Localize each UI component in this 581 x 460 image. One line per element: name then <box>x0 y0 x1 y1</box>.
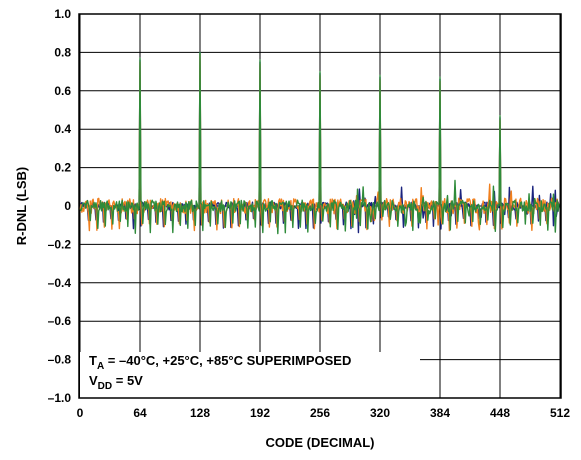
annotation-vdd: VDD = 5V <box>89 373 143 392</box>
y-tick-label: –1.0 <box>48 391 72 405</box>
x-tick-label: 192 <box>250 406 270 420</box>
x-axis-title: CODE (DECIMAL) <box>265 435 374 450</box>
y-tick-label: 1.0 <box>54 7 71 21</box>
x-tick-label: 512 <box>550 406 570 420</box>
y-tick-label: 0.6 <box>54 84 71 98</box>
series-line <box>79 51 560 235</box>
plot-frame <box>78 13 562 399</box>
x-tick-label: 384 <box>430 406 450 420</box>
y-tick-label: –0.8 <box>48 353 72 367</box>
x-tick-label: 256 <box>310 406 330 420</box>
y-tick-label: –0.2 <box>48 237 72 251</box>
x-tick-label: 0 <box>77 406 84 420</box>
annotation-background <box>80 352 420 402</box>
y-tick-labels: 1.0 0.8 0.6 0.4 0.2 0 –0.2 –0.4 –0.6 –0.8 –1.0 <box>48 7 72 405</box>
annotation-temperature: TA = –40°C, +25°C, +85°C SUPERIMPOSED <box>89 353 351 372</box>
x-tick-label: 320 <box>370 406 390 420</box>
x-tick-label: 128 <box>190 406 210 420</box>
y-tick-label: 0.2 <box>54 161 71 175</box>
y-tick-label: 0.8 <box>54 45 71 59</box>
x-tick-label: 64 <box>133 406 147 420</box>
x-tick-label: 448 <box>490 406 510 420</box>
y-tick-label: 0 <box>64 199 71 213</box>
y-tick-label: 0.4 <box>54 122 71 136</box>
y-axis-title: R-DNL (LSB) <box>14 167 29 245</box>
y-tick-label: –0.4 <box>48 276 72 290</box>
series-layer <box>79 51 560 235</box>
x-tick-labels: 0 64 128 192 256 320 384 448 512 <box>77 406 571 420</box>
y-tick-label: –0.6 <box>48 314 72 328</box>
